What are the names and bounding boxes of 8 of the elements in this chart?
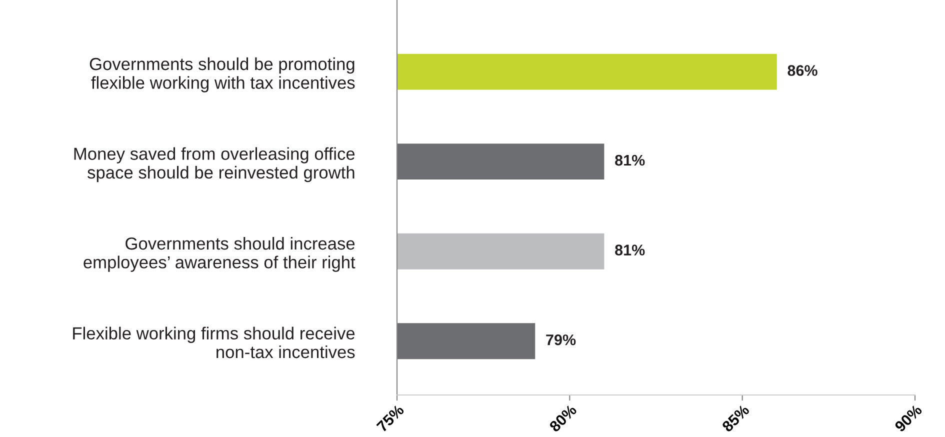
data-label: 79% — [546, 334, 576, 346]
y-tick-label: Governments should be promoting flexible working with tax incentives — [90, 57, 355, 92]
data-label: 86% — [788, 65, 818, 76]
y-tick-label: Money saved from overleasing office space should be reinvested growth — [74, 147, 355, 182]
data-label: 81% — [615, 244, 645, 256]
data-label: 81% — [615, 154, 645, 166]
y-tick-label: Governments should increase employees’ awareness of their right — [84, 236, 356, 272]
y-tick-label: Flexible working firms should receive non-tax incentives — [73, 326, 355, 358]
